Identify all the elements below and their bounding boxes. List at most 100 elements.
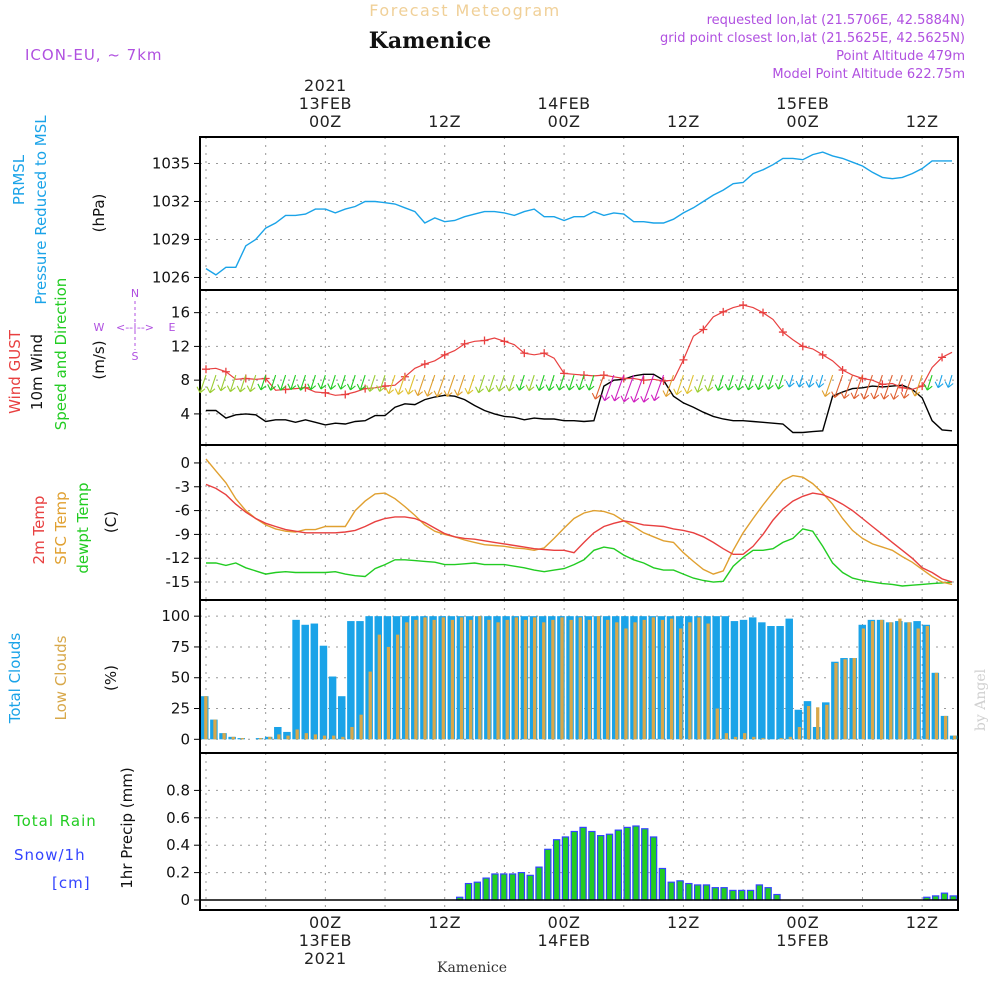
wind-arrow — [423, 374, 436, 397]
y-tick-label: 0 — [180, 730, 190, 748]
wind-arrow — [307, 374, 317, 391]
gust-marker — [938, 353, 947, 362]
low-cloud-bar — [825, 704, 829, 740]
y-tick-label: -6 — [175, 502, 190, 520]
low-cloud-bar — [569, 619, 573, 740]
low-cloud-bar — [450, 619, 455, 740]
low-cloud-bar — [505, 619, 509, 740]
precip-bar — [693, 884, 702, 901]
low-cloud-bar — [943, 715, 948, 740]
wind-panel: 4 8 12 16 Wind GUST 10m Wind Speed and Directi… — [6, 278, 959, 446]
precip-bar — [764, 887, 772, 901]
precip-bar — [605, 833, 614, 901]
low-cloud-bar — [624, 628, 628, 740]
top-tick-label: 00Z — [786, 112, 819, 131]
wind-arrow — [257, 374, 267, 391]
low-cloud-bar — [889, 622, 893, 740]
gust-marker — [341, 390, 350, 399]
wind-arrow — [535, 374, 545, 392]
precip-bar — [623, 826, 631, 901]
wind-gust-line — [205, 304, 953, 396]
low-cloud-bar — [806, 706, 811, 740]
wind-arrow — [366, 374, 376, 392]
wind-arrow — [673, 374, 684, 396]
total-cloud-bar — [301, 624, 309, 740]
low-cloud-bar — [332, 735, 336, 740]
wind-arrow — [744, 374, 754, 391]
wind-arrow — [495, 374, 505, 392]
total-cloud-bar — [776, 626, 784, 740]
gust-marker — [639, 376, 648, 385]
low-cloud-bar — [724, 733, 729, 740]
precip-bar — [729, 889, 737, 901]
wind-arrow — [337, 374, 347, 390]
low-cloud-bar — [459, 617, 464, 740]
pressure-label-msl: Pressure Reduced to MSL — [32, 115, 50, 305]
total-cloud-bar — [748, 617, 757, 740]
wind-arrow — [880, 374, 893, 400]
gust-marker — [480, 336, 489, 345]
bottom-tick-label: 12Z — [906, 913, 939, 932]
y-tick-label: 12 — [171, 337, 190, 355]
precip-bar — [491, 873, 499, 901]
top-tick-label: 14FEB — [538, 94, 591, 113]
bottom-tick-label: 12Z — [667, 913, 700, 932]
gust-marker — [778, 328, 787, 337]
location-title: Kamenice — [369, 28, 491, 54]
wind-arrow — [900, 374, 913, 399]
panels: 1026 1029 1032 1035 PRMSL Pressure Reduced to… — [6, 115, 959, 911]
gust-marker — [719, 307, 728, 316]
clouds-label-total: Total Clouds — [6, 633, 24, 725]
low-cloud-bar — [286, 735, 290, 740]
low-cloud-bar — [688, 622, 692, 740]
gust-marker — [798, 342, 807, 351]
wind-arrow — [206, 374, 217, 394]
precip-bar — [641, 828, 649, 901]
wind-arrow — [774, 374, 784, 390]
wind-arrow — [443, 374, 456, 397]
wind-arrow — [555, 374, 565, 391]
precip-bar — [482, 877, 490, 901]
y-tick-label: 4 — [180, 405, 190, 423]
wind-arrow — [196, 374, 207, 394]
point-altitude: Point Altitude 479m — [836, 49, 965, 64]
precip-bar — [544, 848, 552, 901]
low-cloud-bar — [733, 736, 738, 740]
total-cloud-bar — [319, 645, 328, 740]
total-cloud-bar — [712, 616, 720, 740]
low-cloud-bar — [359, 714, 363, 740]
precip-bar — [552, 839, 561, 901]
low-cloud-bar — [322, 735, 327, 740]
precip-bar — [500, 873, 508, 901]
y-tick-label: 75 — [171, 638, 190, 656]
requested-coords: requested lon,lat (21.5706E, 42.5884N) — [707, 13, 965, 28]
footer-location: Kamenice — [437, 960, 507, 976]
wind-arrow — [610, 374, 625, 402]
wind-arrow — [591, 374, 605, 400]
top-tick-label: 15FEB — [776, 94, 829, 113]
total-cloud-bar — [337, 696, 346, 740]
wind-arrow — [505, 374, 515, 392]
wind-arrow — [346, 374, 356, 391]
panel-frame — [199, 752, 959, 911]
low-cloud-bar — [469, 619, 473, 740]
wind-arrow — [317, 374, 327, 390]
low-cloud-bar — [231, 736, 235, 740]
low-cloud-bar — [395, 634, 400, 740]
wind-arrow — [267, 374, 277, 391]
wind-label-10m: 10m Wind — [28, 334, 46, 410]
low-cloud-bar — [880, 619, 884, 740]
temp2m-line — [205, 483, 953, 583]
low-cloud-bar — [615, 622, 619, 740]
gust-marker — [221, 367, 230, 376]
wind-arrow — [525, 374, 535, 392]
wind-arrow — [821, 374, 834, 397]
wind-arrow — [385, 374, 396, 395]
dewpt-line — [206, 528, 953, 587]
precip-bar — [685, 882, 693, 901]
total-cloud-bar — [739, 619, 748, 740]
total-cloud-bar — [292, 619, 300, 740]
low-cloud-bar — [514, 617, 518, 740]
low-cloud-bar — [414, 619, 418, 740]
low-cloud-bar — [669, 618, 674, 740]
